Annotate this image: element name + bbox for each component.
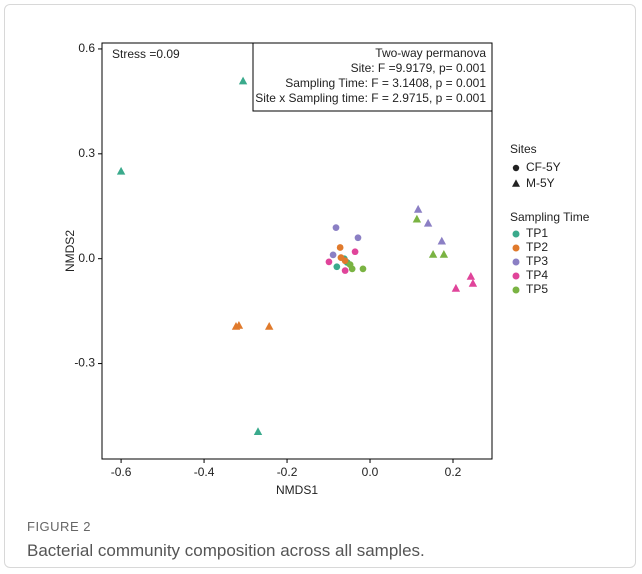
legend-swatch	[512, 272, 520, 280]
legend-label: TP2	[526, 240, 548, 254]
circle-point	[325, 258, 333, 266]
triangle-point	[253, 427, 263, 436]
figure-card: -0.6 -0.4 -0.2 0.0 0.2 -0.3 0.0 0.3 0.6 NMDS1 NMDS…	[4, 4, 636, 568]
stats-line: Sampling Time: F = 3.1408, p = 0.001	[285, 76, 486, 90]
circle-point	[354, 234, 362, 242]
circle-point	[329, 251, 337, 259]
figure-caption: Bacterial community composition across a…	[27, 541, 425, 560]
legend-label: TP1	[526, 226, 548, 240]
y-tick-label: 0.3	[78, 146, 95, 160]
triangle-point	[265, 322, 274, 330]
triangle-point	[428, 250, 438, 258]
triangle-point	[234, 320, 244, 329]
triangle-point	[439, 250, 449, 258]
y-tick-label: -0.3	[74, 356, 95, 370]
circle-point	[332, 224, 340, 231]
circle-point	[341, 257, 349, 265]
triangle-point	[238, 76, 248, 85]
legend-label: TP3	[526, 254, 548, 268]
triangle-point	[468, 279, 478, 287]
circle-point	[333, 263, 341, 271]
x-tick-label: -0.4	[194, 465, 215, 479]
circle-point	[512, 164, 520, 172]
triangle-point	[116, 166, 126, 175]
stats-box	[252, 42, 493, 112]
circle-point	[351, 248, 359, 256]
legend-label: TP4	[526, 268, 548, 282]
triangle-point	[413, 204, 423, 213]
x-axis-label: NMDS1	[276, 483, 318, 497]
x-tick-label: 0.0	[362, 465, 379, 479]
legend-label: CF-5Y	[526, 160, 561, 174]
triangle-point	[466, 272, 476, 280]
circle-point	[336, 244, 344, 251]
stats-line: Two-way permanova	[375, 46, 486, 60]
x-tick-label: 0.2	[445, 465, 462, 479]
legend-swatch	[512, 286, 520, 294]
chart: -0.6 -0.4 -0.2 0.0 0.2 -0.3 0.0 0.3 0.6 NMDS1 NMDS…	[63, 41, 590, 497]
triangle-point	[437, 236, 446, 245]
triangle-point	[451, 283, 461, 292]
legend-swatch	[512, 258, 520, 266]
triangle-point	[412, 214, 422, 223]
x-tick-label: -0.6	[111, 465, 132, 479]
triangle-point	[512, 179, 520, 187]
legend-title: Sampling Time	[510, 210, 590, 224]
stats-line: Site: F =9.9179, p= 0.001	[351, 61, 487, 75]
figure-label: FIGURE 2	[27, 519, 91, 534]
y-axis-label: NMDS2	[63, 230, 77, 272]
y-tick-label: 0.0	[78, 251, 95, 265]
stress-annotation: Stress =0.09	[112, 47, 180, 61]
circle-point	[346, 261, 354, 268]
circle-point	[359, 265, 367, 273]
legend-swatch	[512, 230, 520, 238]
x-tick-label: -0.2	[277, 465, 298, 479]
legend-swatch	[512, 244, 520, 252]
stats-line: Site x Sampling time: F = 2.9715, p = 0.…	[255, 91, 486, 105]
y-tick-label: 0.6	[78, 41, 95, 55]
triangle-point	[423, 218, 433, 227]
circle-point	[341, 267, 349, 274]
legend-label: TP5	[526, 282, 548, 296]
legend-label: M-5Y	[526, 176, 555, 190]
legend-title: Sites	[510, 142, 537, 156]
